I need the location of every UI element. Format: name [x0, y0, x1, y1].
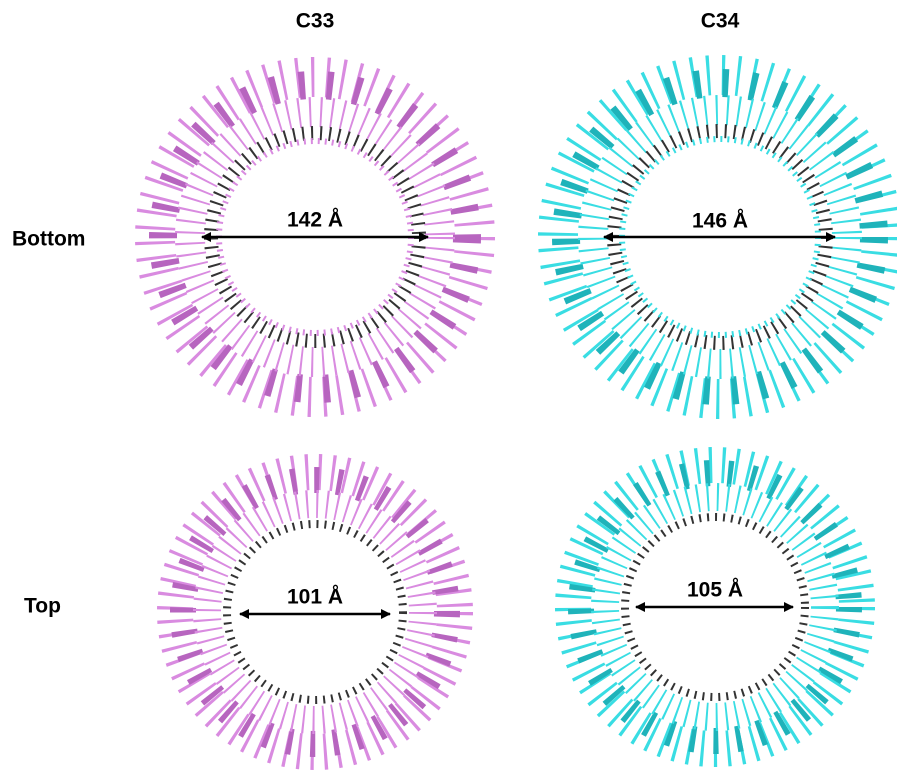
column-label: C34	[701, 10, 740, 33]
diameter-label: 101 Å	[287, 585, 343, 609]
row-label: Bottom	[12, 228, 85, 251]
column-label: C33	[296, 10, 335, 33]
diameter-label: 105 Å	[687, 578, 743, 602]
figure: C33 C34 Bottom Top 142 Å 146 Å 101 Å 105…	[0, 0, 897, 773]
row-label: Top	[24, 595, 61, 618]
diameter-label: 146 Å	[692, 209, 748, 233]
ring	[175, 472, 455, 752]
diameter-label: 142 Å	[287, 208, 343, 232]
